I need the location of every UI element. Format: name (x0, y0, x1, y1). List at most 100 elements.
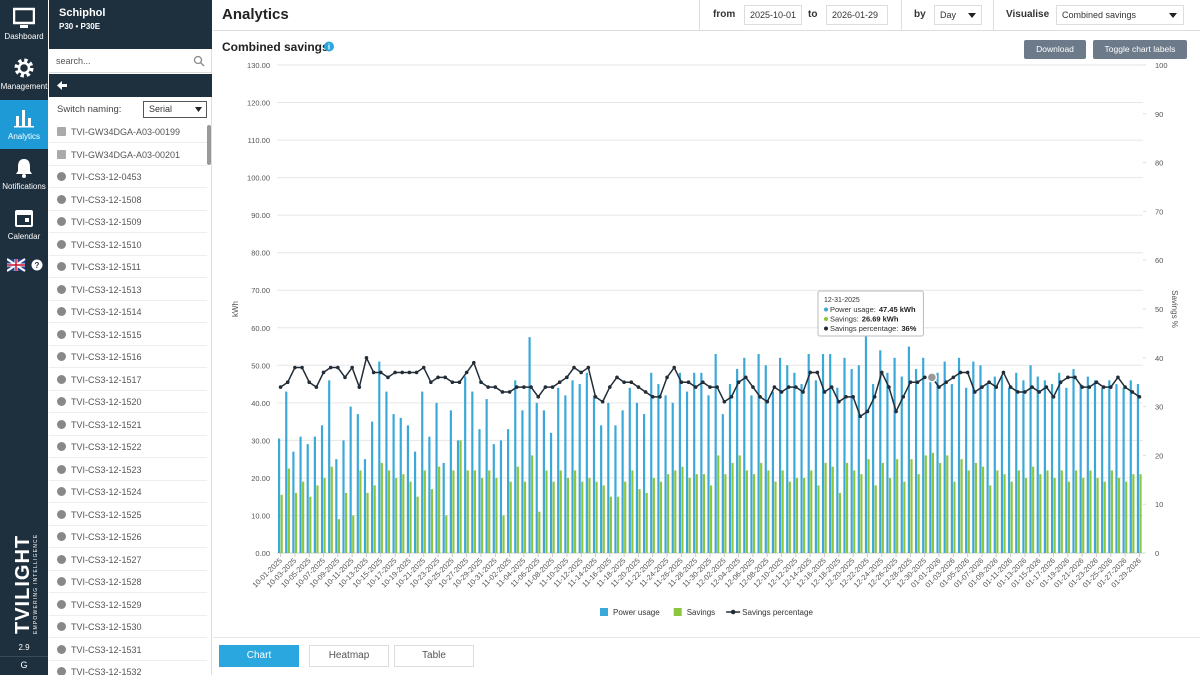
device-icon (57, 532, 66, 541)
icon (14, 110, 34, 128)
divider (213, 637, 1200, 638)
device-name: TVI-CS3-12-0453 (71, 172, 142, 182)
tab-chart[interactable]: Chart (219, 645, 299, 667)
device-name: TVI-CS3-12-1515 (71, 329, 142, 340)
logo: TVILIGHT EMPOWERING INTELLIGENCE (12, 534, 39, 634)
device-row[interactable]: TVI-GW34DGA-A03-00201 (49, 144, 207, 166)
device-row[interactable]: TVI-CS3-12-1522 (49, 436, 207, 458)
caret (1169, 13, 1177, 18)
nav-notifications[interactable]: Notifications (0, 150, 48, 200)
divider (699, 0, 700, 31)
logo-text: TVILIGHT (12, 535, 34, 634)
nav-calendar[interactable]: Calendar (0, 200, 48, 250)
device-row[interactable]: TVI-CS3-12-1509 (49, 211, 207, 233)
device-row[interactable]: TVI-CS3-12-1511 (49, 256, 207, 278)
device-row[interactable]: TVI-CS3-12-1515 (49, 324, 207, 346)
device-name: TVI-CS3-12-1516 (71, 352, 142, 362)
device-row[interactable]: TVI-CS3-12-1521 (49, 414, 207, 436)
version: 2.9 (18, 643, 30, 652)
device-icon (57, 352, 66, 361)
visualise-label: Visualise (1006, 9, 1050, 20)
download-button[interactable]: Download (1024, 40, 1086, 59)
device-icon (57, 217, 66, 226)
device-name: TVI-CS3-12-1528 (71, 577, 142, 587)
device-name: TVI-CS3-12-1525 (71, 509, 142, 520)
main: Analytics from 2025-10-01 to 2026-01-29 … (213, 0, 1200, 675)
device-row[interactable]: TVI-CS3-12-1510 (49, 234, 207, 256)
device-row[interactable]: TVI-CS3-12-1524 (49, 481, 207, 503)
by-select[interactable]: Day (934, 5, 982, 25)
device-name: TVI-CS3-12-1521 (71, 419, 142, 430)
device-name: TVI-CS3-12-1530 (71, 622, 142, 632)
device-row[interactable]: TVI-GW34DGA-A03-00199 (49, 121, 207, 143)
icon (15, 210, 33, 227)
device-row[interactable]: TVI-CS3-12-1532 (49, 661, 207, 675)
by-value: Day (940, 10, 957, 20)
search-icon (193, 55, 205, 67)
svg-text:?: ? (35, 261, 40, 270)
device-row[interactable]: TVI-CS3-12-1527 (49, 549, 207, 571)
device-icon (57, 172, 66, 181)
device-panel: Schiphol P30 • P30E search... Switch nam… (49, 0, 212, 675)
device-icon (57, 397, 66, 406)
device-name: TVI-CS3-12-1511 (71, 262, 141, 272)
device-icon (57, 554, 66, 564)
device-name: TVI-CS3-12-1522 (71, 442, 142, 452)
device-name: TVI-GW34DGA-A03-00201 (71, 149, 181, 160)
divider (993, 0, 994, 31)
tab-heatmap[interactable]: Heatmap (309, 645, 389, 667)
nav-dashboard[interactable]: Dashboard (0, 0, 48, 50)
search-placeholder: search... (56, 56, 91, 66)
device-row[interactable]: TVI-CS3-12-1530 (49, 616, 207, 638)
back-icon (57, 81, 67, 90)
nav-management[interactable]: Management (0, 50, 48, 100)
from-input[interactable]: 2025-10-01 (744, 5, 802, 25)
device-list: TVI-GW34DGA-A03-00199 TVI-GW34DGA-A03-002… (49, 121, 207, 675)
device-name: TVI-CS3-12-1509 (71, 217, 142, 227)
caret (968, 13, 976, 18)
lang-help[interactable]: ? (7, 258, 43, 272)
toggle-labels-button[interactable]: Toggle chart labels (1093, 40, 1187, 59)
back-bar[interactable] (49, 74, 212, 97)
naming-value: Serial (149, 104, 173, 114)
device-row[interactable]: TVI-CS3-12-1513 (49, 279, 207, 301)
device-icon (57, 509, 66, 519)
device-row[interactable]: TVI-CS3-12-1514 (49, 301, 207, 323)
device-row[interactable]: TVI-CS3-12-1526 (49, 526, 207, 548)
device-row[interactable]: TVI-CS3-12-1525 (49, 504, 207, 526)
icon (16, 159, 32, 178)
device-row[interactable]: TVI-CS3-12-1517 (49, 369, 207, 391)
device-icon (57, 149, 66, 159)
device-row[interactable]: TVI-CS3-12-1508 (49, 189, 207, 211)
device-name: TVI-CS3-12-1532 (71, 667, 142, 675)
site-subtitle: P30 • P30E (59, 22, 101, 31)
logo-tagline: EMPOWERING INTELLIGENCE (33, 534, 39, 634)
device-icon (57, 577, 66, 586)
device-icon (57, 262, 66, 271)
from-label: from (713, 9, 736, 20)
tab-table[interactable]: Table (394, 645, 474, 667)
naming-label: Switch naming: (57, 104, 122, 115)
device-row[interactable]: TVI-CS3-12-1529 (49, 594, 207, 616)
device-icon (57, 464, 66, 474)
nav-analytics[interactable]: Analytics (0, 100, 48, 149)
device-row[interactable]: TVI-CS3-12-1531 (49, 639, 207, 661)
device-icon (57, 284, 66, 294)
naming-select[interactable]: Serial (143, 101, 207, 118)
visualise-select[interactable]: Combined savings (1056, 5, 1184, 25)
device-name: TVI-CS3-12-1514 (71, 307, 142, 317)
to-input[interactable]: 2026-01-29 (826, 5, 888, 25)
search-box[interactable]: search... (49, 50, 212, 73)
device-icon (57, 374, 66, 384)
device-row[interactable]: TVI-CS3-12-1528 (49, 571, 207, 593)
device-row[interactable]: TVI-CS3-12-0453 (49, 166, 207, 188)
topbar: Analytics from 2025-10-01 to 2026-01-29 … (213, 0, 1200, 31)
device-row[interactable]: TVI-CS3-12-1523 (49, 459, 207, 481)
device-row[interactable]: TVI-CS3-12-1520 (49, 391, 207, 413)
to-label: to (808, 9, 818, 20)
device-name: TVI-CS3-12-1526 (71, 532, 142, 542)
site-title: Schiphol (59, 7, 106, 19)
device-row[interactable]: TVI-CS3-12-1516 (49, 346, 207, 368)
nav-label: Calendar (7, 232, 41, 241)
device-icon (57, 667, 66, 675)
